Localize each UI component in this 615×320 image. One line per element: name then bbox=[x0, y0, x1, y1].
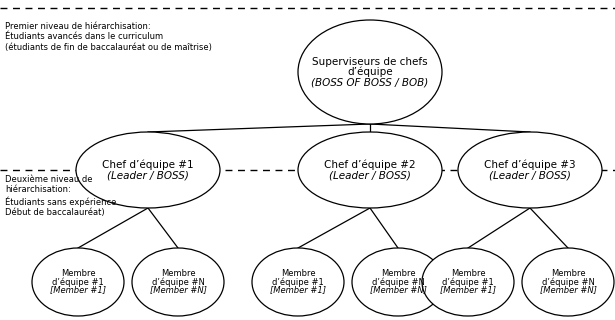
Ellipse shape bbox=[352, 248, 444, 316]
Text: [Member #1]: [Member #1] bbox=[440, 285, 496, 295]
Text: (BOSS OF BOSS / BOB): (BOSS OF BOSS / BOB) bbox=[311, 77, 429, 87]
Text: Membre: Membre bbox=[451, 269, 485, 278]
Text: [Member #N]: [Member #N] bbox=[149, 285, 207, 295]
Text: d’équipe #1: d’équipe #1 bbox=[52, 277, 104, 287]
Text: Chef d’équipe #3: Chef d’équipe #3 bbox=[484, 160, 576, 170]
Text: [Member #N]: [Member #N] bbox=[370, 285, 426, 295]
Text: Chef d’équipe #1: Chef d’équipe #1 bbox=[102, 160, 194, 170]
Text: Premier niveau de hiérarchisation:
Étudiants avancés dans le curriculum
(étudian: Premier niveau de hiérarchisation: Étudi… bbox=[5, 22, 212, 52]
Ellipse shape bbox=[298, 20, 442, 124]
Text: Superviseurs de chefs: Superviseurs de chefs bbox=[312, 57, 428, 67]
Text: d’équipe #1: d’équipe #1 bbox=[272, 277, 324, 287]
Text: (Leader / BOSS): (Leader / BOSS) bbox=[329, 170, 411, 180]
Ellipse shape bbox=[132, 248, 224, 316]
Text: (Leader / BOSS): (Leader / BOSS) bbox=[107, 170, 189, 180]
Ellipse shape bbox=[522, 248, 614, 316]
Text: [Member #N]: [Member #N] bbox=[539, 285, 597, 295]
Text: Membre: Membre bbox=[161, 269, 196, 278]
Text: d’équipe #N: d’équipe #N bbox=[542, 277, 595, 287]
Ellipse shape bbox=[32, 248, 124, 316]
Ellipse shape bbox=[298, 132, 442, 208]
Text: d’équipe #N: d’équipe #N bbox=[371, 277, 424, 287]
Ellipse shape bbox=[252, 248, 344, 316]
Ellipse shape bbox=[76, 132, 220, 208]
Ellipse shape bbox=[422, 248, 514, 316]
Text: Chef d’équipe #2: Chef d’équipe #2 bbox=[324, 160, 416, 170]
Text: [Member #1]: [Member #1] bbox=[270, 285, 326, 295]
Ellipse shape bbox=[458, 132, 602, 208]
Text: d’équipe: d’équipe bbox=[347, 67, 393, 77]
Text: Deuxième niveau de
hiérarchisation:
Étudiants sans expérience
Début de baccalaur: Deuxième niveau de hiérarchisation: Étud… bbox=[5, 175, 116, 217]
Text: Membre: Membre bbox=[550, 269, 585, 278]
Text: d’équipe #N: d’équipe #N bbox=[151, 277, 204, 287]
Text: [Member #1]: [Member #1] bbox=[50, 285, 106, 295]
Text: Membre: Membre bbox=[280, 269, 315, 278]
Text: Membre: Membre bbox=[61, 269, 95, 278]
Text: (Leader / BOSS): (Leader / BOSS) bbox=[489, 170, 571, 180]
Text: Membre: Membre bbox=[381, 269, 415, 278]
Text: d’équipe #1: d’équipe #1 bbox=[442, 277, 494, 287]
